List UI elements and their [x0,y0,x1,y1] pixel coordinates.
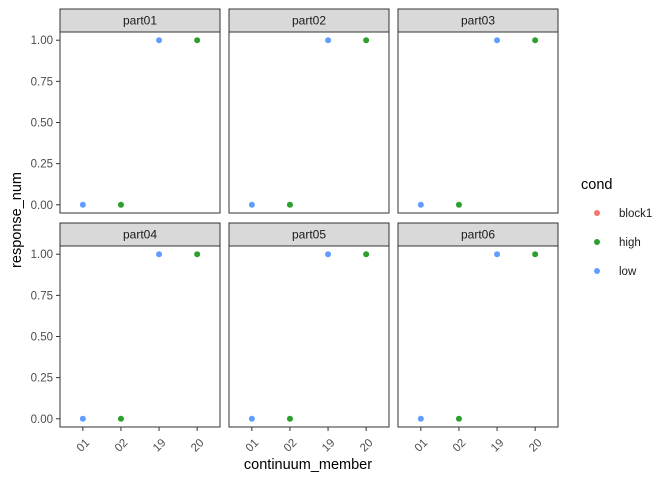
legend-swatch [594,268,600,274]
data-point [325,37,332,44]
data-point [455,415,462,422]
data-point [494,251,501,258]
data-point [532,37,539,44]
data-point [363,37,370,44]
data-point [417,415,424,422]
y-tick-label: 0.50 [31,118,53,130]
legend-label: high [619,237,641,249]
data-point [494,37,501,44]
facet-panel [228,245,390,428]
facet-label: part04 [123,228,157,242]
data-point [248,415,255,422]
facet-label: part02 [292,14,326,28]
facet-panel [59,245,221,428]
data-point [248,201,255,208]
x-tick-label: 02 [282,437,300,455]
data-point [156,37,163,44]
x-tick-label: 02 [113,437,131,455]
facet-panel [397,31,559,214]
facet-panel [59,31,221,214]
data-point [286,201,293,208]
x-tick-label: 19 [489,437,507,455]
data-point [532,251,539,258]
x-tick-label: 20 [358,437,376,455]
legend-swatch [594,210,600,216]
x-tick-label: 19 [151,437,169,455]
x-tick-label: 01 [413,437,431,455]
data-point [79,201,86,208]
y-tick-label: 1.00 [31,249,53,261]
x-tick-label: 01 [244,437,262,455]
y-tick-label: 0.25 [31,373,53,385]
data-point [417,201,424,208]
y-axis-title: response_num [9,172,25,268]
y-tick-label: 0.75 [31,76,53,88]
data-point [325,251,332,258]
facet-label: part05 [292,228,326,242]
x-axis-title: continuum_member [244,457,372,473]
x-tick-label: 02 [451,437,469,455]
y-tick-label: 0.00 [31,414,53,426]
facet-label: part01 [123,14,157,28]
x-tick-label: 20 [189,437,207,455]
y-tick-label: 1.00 [31,35,53,47]
x-tick-label: 20 [527,437,545,455]
data-point [194,251,201,258]
y-tick-label: 0.50 [31,332,53,344]
data-point [156,251,163,258]
x-tick-label: 19 [320,437,338,455]
legend-label: low [619,266,637,278]
data-point [363,251,370,258]
y-tick-label: 0.00 [31,200,53,212]
facet-panel [228,31,390,214]
facet-panel [397,245,559,428]
data-point [286,415,293,422]
x-tick-label: 01 [75,437,93,455]
data-point [117,201,124,208]
facet-label: part06 [461,228,495,242]
facet-label: part03 [461,14,495,28]
data-point [79,415,86,422]
data-point [455,201,462,208]
data-point [194,37,201,44]
data-point [117,415,124,422]
legend-label: block1 [619,208,652,220]
y-tick-label: 0.75 [31,290,53,302]
legend-title: cond [581,177,612,193]
legend-swatch [594,239,600,245]
y-tick-label: 0.25 [31,159,53,171]
